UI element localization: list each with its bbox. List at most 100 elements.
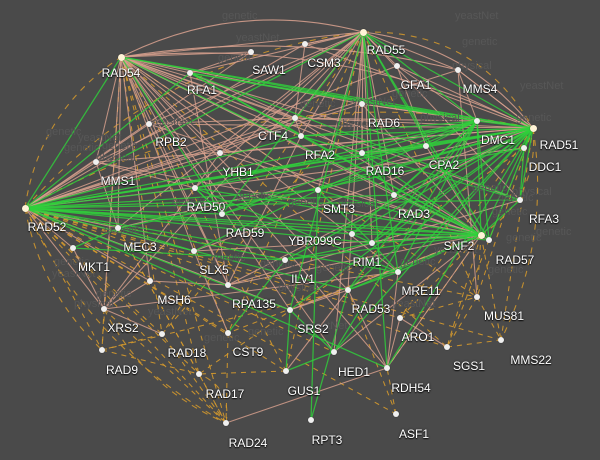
graph-node-rad3[interactable]	[391, 192, 397, 198]
graph-edge	[386, 317, 401, 369]
graph-node-rpb2[interactable]	[146, 121, 152, 127]
graph-node-rad59[interactable]	[219, 211, 225, 217]
graph-node-gfa1[interactable]	[394, 63, 400, 69]
graph-edge	[289, 289, 349, 311]
graph-edge	[24, 103, 363, 209]
graph-edge	[285, 289, 349, 372]
graph-node-cpa2[interactable]	[423, 143, 429, 149]
graph-node-label: RAD57	[495, 253, 535, 267]
graph-edge	[120, 56, 229, 286]
graph-node-smt3[interactable]	[315, 187, 321, 193]
graph-node-label: RAD53	[351, 302, 391, 316]
graph-edge	[227, 234, 482, 286]
graph-node-cst9[interactable]	[225, 330, 231, 336]
graph-node-rad52[interactable]	[21, 204, 29, 212]
graph-edge	[300, 135, 521, 201]
graph-edge	[284, 127, 534, 261]
graph-node-rim1[interactable]	[369, 240, 375, 246]
graph-node-mre11[interactable]	[395, 269, 401, 275]
graph-edge	[103, 308, 163, 335]
graph-node-rad9[interactable]	[99, 347, 105, 353]
graph-edge	[120, 31, 364, 58]
graph-node-mms22[interactable]	[498, 337, 504, 343]
graph-edge	[347, 234, 482, 291]
graph-node-csm3[interactable]	[302, 41, 308, 47]
graph-node-dmc1[interactable]	[474, 118, 480, 124]
graph-node-mkt1[interactable]	[70, 245, 76, 251]
graph-edge	[347, 120, 478, 291]
graph-node-mms1[interactable]	[93, 159, 99, 165]
graph-node-hed1[interactable]	[331, 349, 337, 355]
graph-edge	[317, 189, 373, 244]
graph-edge-arc	[480, 127, 535, 236]
graph-edge	[117, 227, 195, 252]
graph-edge	[193, 189, 319, 252]
graph-node-label: MUS81	[483, 309, 525, 323]
graph-node-rad18[interactable]	[159, 331, 165, 337]
graph-edge	[24, 207, 74, 249]
graph-node-srs2[interactable]	[287, 307, 293, 313]
graph-node-mec3[interactable]	[115, 225, 121, 231]
graph-node-ilv1[interactable]	[282, 257, 288, 263]
graph-edge	[347, 127, 534, 291]
graph-node-rfa3[interactable]	[517, 197, 523, 203]
graph-node-rpt3[interactable]	[308, 417, 314, 423]
graph-node-saw1[interactable]	[248, 49, 254, 55]
graph-node-snf2[interactable]	[477, 231, 485, 239]
graph-edge	[103, 308, 227, 424]
graph-edge	[347, 289, 388, 369]
graph-node-rad16[interactable]	[359, 150, 365, 156]
graph-node-ctf4[interactable]	[292, 115, 298, 121]
graph-edge	[310, 289, 349, 421]
graph-node-rad50[interactable]	[192, 185, 198, 191]
graph-node-rad24[interactable]	[223, 420, 229, 426]
graph-node-rad6[interactable]	[359, 101, 365, 107]
graph-node-rad17[interactable]	[196, 371, 202, 377]
graph-edge	[24, 117, 296, 209]
graph-edge	[194, 187, 482, 236]
graph-edge	[300, 127, 534, 137]
graph-edge	[371, 120, 478, 244]
graph-node-xrs2[interactable]	[101, 306, 107, 312]
graph-node-rad53[interactable]	[345, 287, 351, 293]
graph-edge	[294, 117, 478, 122]
graph-node-yhb1[interactable]	[217, 150, 223, 156]
graph-edge-arc	[24, 207, 103, 351]
graph-edge	[120, 56, 478, 122]
graph-node-msh6[interactable]	[147, 278, 153, 284]
graph-edge	[24, 207, 223, 215]
graph-edge	[333, 127, 534, 353]
graph-node-slx5[interactable]	[191, 248, 197, 254]
graph-node-rad55[interactable]	[359, 28, 367, 36]
graph-node-sgs1[interactable]	[444, 344, 450, 350]
graph-node-mms4[interactable]	[455, 67, 461, 73]
graph-node-label: RPT3	[311, 433, 343, 447]
graph-edge-arc	[500, 127, 539, 341]
graph-edge	[294, 117, 482, 236]
graph-node-rpa135[interactable]	[225, 282, 231, 288]
graph-edge	[72, 247, 105, 310]
graph-node-label: RAD52	[27, 220, 67, 234]
graph-node-rdh54[interactable]	[384, 365, 390, 371]
graph-edge	[24, 152, 221, 209]
graph-node-mus81[interactable]	[474, 294, 480, 300]
graph-node-rfa1[interactable]	[187, 70, 193, 76]
graph-node-aro1[interactable]	[397, 315, 403, 321]
graph-edge	[24, 207, 291, 311]
graph-node-label: DMC1	[480, 133, 516, 147]
graph-node-rfa2[interactable]	[298, 133, 304, 139]
graph-node-rad54[interactable]	[117, 53, 125, 61]
graph-node-label: SAW1	[252, 63, 286, 77]
graph-edge	[225, 367, 388, 424]
graph-node-gus1[interactable]	[283, 368, 289, 374]
graph-node-ybr099c[interactable]	[349, 231, 355, 237]
graph-node-asf1[interactable]	[393, 411, 399, 417]
graph-node-rad51[interactable]	[529, 124, 537, 132]
graph-node-ddc1[interactable]	[521, 145, 527, 151]
graph-node-rad57[interactable]	[486, 237, 492, 243]
graph-edge	[24, 207, 399, 273]
graph-edge	[361, 103, 482, 236]
graph-edge	[24, 72, 191, 209]
